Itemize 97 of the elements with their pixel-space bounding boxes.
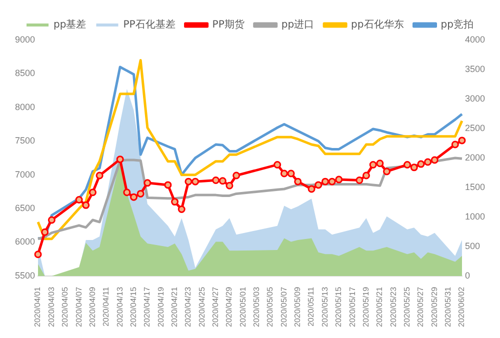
point: [75, 196, 83, 204]
point: [274, 160, 282, 168]
y2-tick-label: 0: [464, 270, 470, 280]
point: [314, 181, 322, 189]
x-tick-label: 2020/05/13: [320, 286, 330, 328]
x-tick-label: 2020/05/01: [238, 286, 248, 328]
point: [335, 176, 343, 184]
y-tick-label: 8000: [14, 102, 36, 112]
x-tick-label: 2020/05/09: [293, 286, 302, 328]
x-tick-label: 2020/06/02: [457, 286, 466, 328]
legend-label: PP期货: [212, 18, 244, 31]
x-tick-label: 2020/04/11: [102, 286, 111, 326]
legend-label: pp基差: [54, 18, 86, 31]
x-tick-label: 2020/04/05: [60, 286, 70, 328]
x-tick-label: 2020/05/07: [279, 286, 288, 328]
x-tick-label: 2020/05/31: [444, 286, 453, 328]
legend-label: pp进口: [281, 18, 314, 31]
x-tick-label: 2020/04/07: [74, 286, 84, 328]
x-tick-label: 2020/05/23: [388, 286, 398, 328]
y-tick-label: 6500: [14, 203, 36, 214]
point: [41, 228, 49, 236]
point: [356, 176, 364, 184]
y2-tick-label: 1500: [464, 182, 486, 192]
point: [226, 182, 234, 190]
point: [130, 193, 138, 201]
point: [88, 188, 96, 196]
x-tick-label: 2020/04/27: [211, 286, 220, 328]
y-tick-label: 5500: [14, 270, 36, 280]
point: [144, 179, 152, 187]
point: [218, 177, 226, 185]
point: [96, 172, 104, 180]
point: [232, 172, 240, 180]
point: [164, 181, 172, 189]
point: [136, 190, 144, 198]
x-tick-label: 2020/05/03: [252, 286, 262, 328]
x-tick-label: 2020/04/15: [128, 286, 138, 328]
point: [48, 216, 56, 224]
y2-tick-label: 2500: [464, 122, 486, 133]
y2-tick-label: 3000: [464, 93, 486, 104]
y2-tick-label: 4000: [464, 34, 486, 44]
x-tick-label: 2020/05/29: [430, 286, 439, 328]
x-tick-label: 2020/04/23: [184, 286, 193, 328]
point: [369, 160, 377, 168]
point: [287, 170, 295, 178]
x-tick-label: 2020/05/17: [348, 286, 357, 328]
y2-tick-label: 2000: [464, 152, 486, 162]
legend-label: pp竞拍: [440, 18, 474, 31]
x-tick-label: 2020/04/13: [115, 286, 124, 328]
point: [430, 156, 438, 164]
point: [192, 178, 200, 186]
point: [123, 188, 131, 196]
x-tick-label: 2020/04/09: [88, 286, 97, 328]
x-tick-label: 2020/04/01: [33, 286, 42, 328]
point: [424, 158, 432, 166]
point: [451, 140, 459, 148]
point: [417, 160, 425, 168]
point: [404, 160, 412, 168]
y2-tick-label: 3500: [464, 64, 486, 74]
x-tick-label: 2020/04/03: [46, 286, 56, 328]
point: [34, 250, 42, 258]
x-tick-label: 2020/04/21: [170, 286, 179, 328]
x-tick-label: 2020/05/25: [402, 286, 412, 328]
y2-tick-label: 1000: [464, 211, 486, 222]
point: [280, 170, 288, 178]
point: [458, 136, 466, 144]
point: [308, 185, 316, 193]
x-tick-label: 2020/04/19: [156, 286, 166, 328]
x-tick-label: 2020/05/05: [266, 286, 275, 328]
point: [410, 164, 418, 172]
x-tick-label: 2020/05/27: [416, 286, 426, 328]
point: [82, 201, 90, 209]
x-tick-label: 2020/04/29: [224, 286, 234, 328]
point: [376, 160, 384, 168]
point: [321, 178, 329, 186]
y-tick-label: 6000: [14, 236, 36, 247]
y-tick-label: 9000: [14, 34, 36, 44]
x-tick-label: 2020/05/15: [334, 286, 344, 328]
legend-label: pp石化华东: [351, 18, 404, 31]
point: [178, 205, 186, 213]
x-tick-label: 2020/04/17: [142, 286, 152, 328]
point: [116, 156, 124, 164]
legend-label: PP石化基差: [123, 18, 176, 31]
x-tick-label: 2020/05/11: [306, 286, 316, 326]
y2-tick-label: 500: [464, 240, 480, 251]
y-tick-label: 7500: [14, 136, 36, 146]
point: [171, 198, 179, 206]
x-tick-label: 2020/04/25: [197, 286, 206, 328]
point: [212, 176, 220, 184]
x-tick-label: 2020/05/21: [375, 286, 384, 328]
x-tick-label: 2020/05/19: [361, 286, 370, 328]
point: [328, 178, 336, 186]
y-tick-label: 7000: [14, 169, 36, 180]
point: [294, 178, 302, 186]
point: [362, 172, 370, 180]
point: [184, 178, 192, 186]
point: [383, 168, 391, 176]
y-tick-label: 8500: [14, 68, 36, 78]
